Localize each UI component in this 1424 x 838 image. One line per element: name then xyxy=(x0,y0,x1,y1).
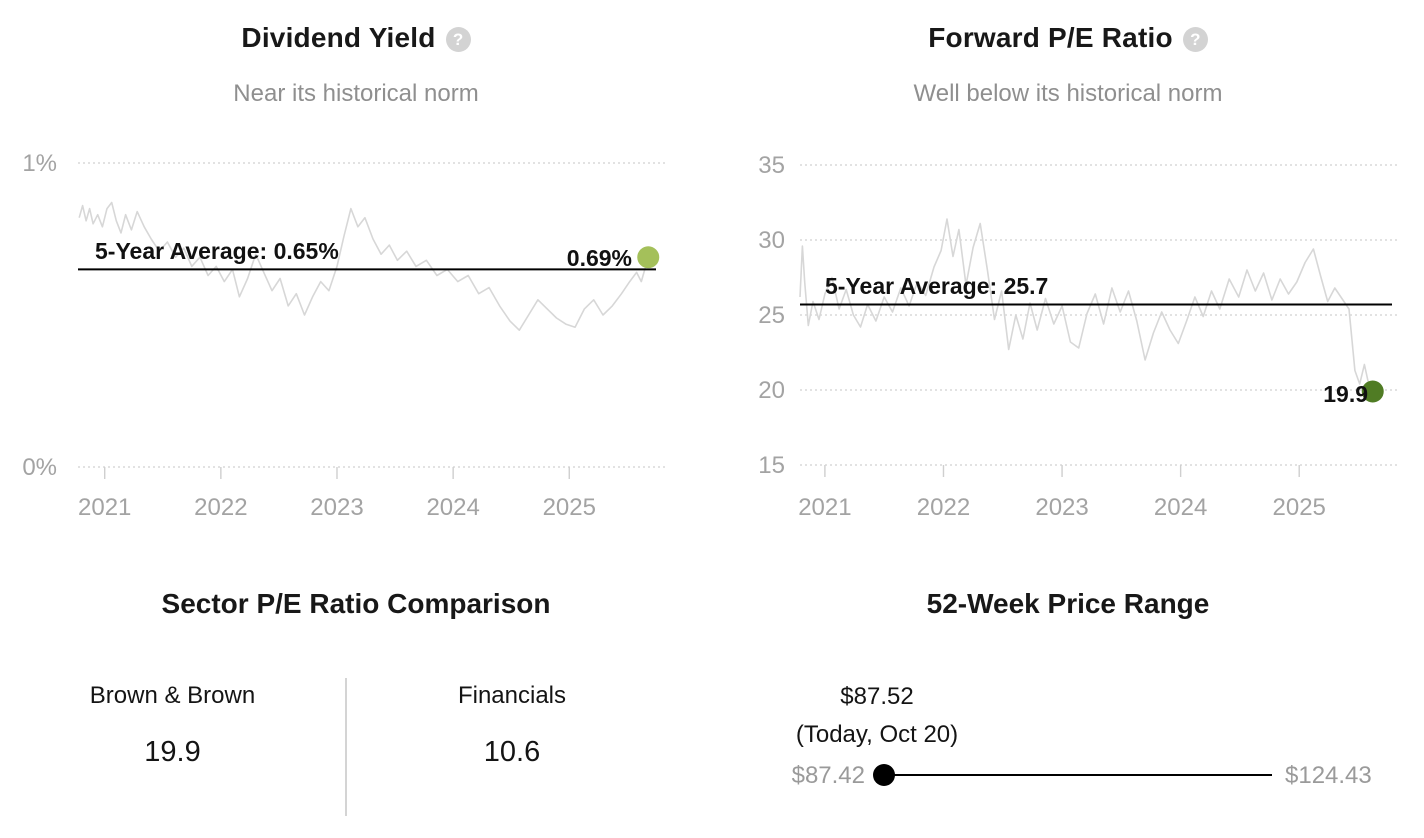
x-axis-label: 2022 xyxy=(917,494,970,521)
column-divider xyxy=(345,678,347,816)
current-price-date: (Today, Oct 20) xyxy=(795,721,959,748)
current-value-dot xyxy=(637,246,660,269)
x-axis-label: 2021 xyxy=(78,494,131,521)
forward-pe-subtitle: Well below its historical norm xyxy=(913,80,1223,107)
current-value-label: 0.69% xyxy=(567,245,632,271)
price-range-title: 52-Week Price Range xyxy=(926,588,1210,619)
current-price: $87.52 xyxy=(840,683,914,710)
price-range-track xyxy=(884,774,1272,776)
x-axis-label: 2021 xyxy=(798,494,851,521)
x-axis-label: 2024 xyxy=(1154,494,1207,521)
range-high-label: $124.43 xyxy=(1285,762,1372,789)
help-icon[interactable]: ? xyxy=(445,27,471,52)
forward-pe-title: Forward P/E Ratio xyxy=(928,22,1173,53)
current-value-dot xyxy=(1361,380,1384,403)
sector-company-column: Brown & Brown 19.9 xyxy=(0,682,345,769)
x-axis-label: 2025 xyxy=(543,494,596,521)
y-axis-label: 1% xyxy=(22,150,57,177)
y-axis-label: 15 xyxy=(758,452,785,479)
company-name: Brown & Brown xyxy=(89,682,256,709)
x-axis-label: 2023 xyxy=(310,494,363,521)
series-line xyxy=(78,201,650,332)
dividend-yield-title: Dividend Yield xyxy=(241,22,436,53)
x-axis-label: 2025 xyxy=(1273,494,1326,521)
x-axis-label: 2023 xyxy=(1035,494,1088,521)
x-axis-label: 2022 xyxy=(194,494,247,521)
y-axis-label: 20 xyxy=(758,377,785,404)
company-pe-value: 19.9 xyxy=(144,736,201,768)
forward-pe-chart: 35 30 25 20 15 2021 2022 2023 2024 2025 5-Year Ave… xyxy=(758,152,1400,521)
y-axis-label: 25 xyxy=(758,302,785,329)
y-axis-label: 0% xyxy=(22,454,57,481)
sector-pe-panel: Sector P/E Ratio Comparison Brown & Brow… xyxy=(0,580,712,838)
help-icon[interactable]: ? xyxy=(1182,27,1208,52)
range-low-label: $87.42 xyxy=(791,762,865,789)
dividend-yield-chart: 1% 0% 2021 2022 2023 2024 2025 5-Year Average: … xyxy=(22,150,668,521)
sector-pe-title: Sector P/E Ratio Comparison xyxy=(161,588,551,619)
average-line-label: 5-Year Average: 0.65% xyxy=(95,238,339,264)
y-axis-label: 30 xyxy=(758,227,785,254)
x-axis-label: 2024 xyxy=(426,494,479,521)
sector-industry-column: Financials 10.6 xyxy=(347,682,677,769)
dividend-yield-header: Dividend Yield? xyxy=(0,22,712,54)
price-range-handle xyxy=(873,764,895,786)
forward-pe-header: Forward P/E Ratio? xyxy=(712,22,1424,54)
series-line xyxy=(799,218,1374,392)
dividend-yield-subtitle: Near its historical norm xyxy=(233,80,479,107)
price-range-panel: 52-Week Price Range $87.52 (Today, Oct 2… xyxy=(712,580,1424,838)
average-line-label: 5-Year Average: 25.7 xyxy=(825,273,1048,299)
industry-pe-value: 10.6 xyxy=(483,736,541,768)
y-axis-label: 35 xyxy=(758,152,785,179)
industry-name: Financials xyxy=(457,682,567,709)
current-value-label: 19.9 xyxy=(1323,381,1368,407)
